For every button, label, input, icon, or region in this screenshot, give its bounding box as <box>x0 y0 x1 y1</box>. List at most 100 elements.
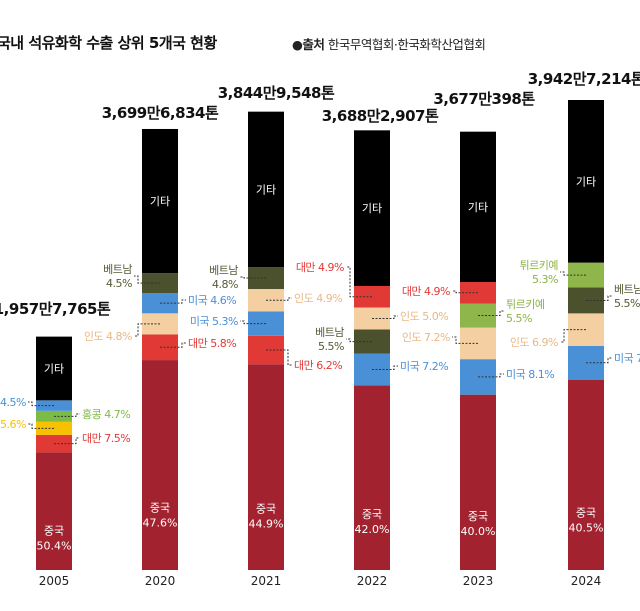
segment-label-2021-3: 인도 4.9% <box>294 292 342 305</box>
leader-line-2024-3 <box>586 295 612 301</box>
segment-pct-2022-2: 5.5% <box>318 340 344 353</box>
bar-segment-other-2021 <box>248 111 284 268</box>
x-tick-2021: 2021 <box>251 574 282 588</box>
leader-line-2023-1 <box>478 373 504 378</box>
segment-label-other-2024: 기타 <box>576 175 596 188</box>
segment-pct-2022-0: 42.0% <box>355 523 390 536</box>
leader-line-2022-4 <box>346 266 372 298</box>
segment-label-2005-2: 5.6% <box>0 418 26 431</box>
segment-label-2023-0: 중국 <box>468 510 488 523</box>
segment-label-2020-1: 대만 5.8% <box>188 337 236 350</box>
leader-line-2020-1 <box>160 342 186 348</box>
x-tick-2022: 2022 <box>357 574 388 588</box>
leader-line-2005-4 <box>28 401 54 407</box>
segment-label-2020-0: 중국 <box>150 502 170 515</box>
leader-line-2021-4 <box>240 276 266 279</box>
segment-pct-2023-3: 5.5% <box>506 312 532 325</box>
segment-label-2023-4: 대만 4.9% <box>402 285 450 298</box>
segment-label-2021-2: 미국 5.3% <box>190 315 238 328</box>
segment-label-2023-2: 인도 7.2% <box>402 331 450 344</box>
leader-line-2022-2 <box>346 338 372 343</box>
bar-segment-2020-0 <box>142 360 178 570</box>
total-label-2021: 3,844만9,548톤 <box>218 84 335 102</box>
bar-segment-2021-0 <box>248 364 284 570</box>
leader-line-2005-1 <box>54 437 80 445</box>
total-label-2024: 3,942만7,214톤 <box>528 70 640 88</box>
segment-label-2020-3: 미국 4.6% <box>188 294 236 307</box>
segment-label-2005-0: 중국 <box>44 525 64 538</box>
leader-line-2021-1 <box>266 349 292 366</box>
segment-label-2022-2: 베트남 <box>315 326 344 339</box>
bar-segment-2005-0 <box>36 452 72 570</box>
segment-pct-2021-0: 44.9% <box>249 518 284 531</box>
segment-label-2005-1: 대만 7.5% <box>82 432 130 445</box>
segment-label-2005-4: 국 4.5% <box>0 396 26 409</box>
segment-pct-2024-3: 5.5% <box>614 297 640 310</box>
bar-segment-other-2022 <box>354 130 390 286</box>
leader-line-2023-4 <box>452 290 478 294</box>
total-label-2022: 3,688만2,907톤 <box>322 107 439 125</box>
segment-label-2020-2: 인도 4.8% <box>84 330 132 343</box>
total-label-2023: 3,677만398톤 <box>433 90 535 108</box>
source-text: 한국무역협회·한국화학산업협회 <box>327 37 486 52</box>
segment-pct-2021-4: 4.8% <box>212 278 238 291</box>
leader-line-2005-2 <box>28 423 54 429</box>
leader-line-2023-3 <box>478 310 504 317</box>
segment-label-2024-0: 중국 <box>576 506 596 519</box>
segment-label-other-2021: 기타 <box>256 183 276 196</box>
leader-line-2023-2 <box>452 336 478 344</box>
segment-label-2005-3: 홍콩 4.7% <box>82 407 130 421</box>
x-tick-2020: 2020 <box>145 574 176 588</box>
segment-pct-2005-0: 50.4% <box>37 540 72 553</box>
bar-segment-other-2024 <box>568 100 604 263</box>
segment-label-2022-1: 미국 7.2% <box>400 360 448 373</box>
source-mark: ●출처 <box>292 37 325 52</box>
x-tick-2005: 2005 <box>39 574 70 588</box>
segment-pct-2023-0: 40.0% <box>461 525 496 538</box>
bar-segment-2024-0 <box>568 379 604 570</box>
segment-label-2021-4: 베트남 <box>209 264 238 277</box>
segment-label-other-2005: 기타 <box>44 362 64 375</box>
bar-segment-2022-0 <box>354 385 390 570</box>
leader-line-2005-3 <box>54 413 80 417</box>
segment-label-2022-3: 인도 5.0% <box>400 310 448 323</box>
segment-label-2022-0: 중국 <box>362 508 382 521</box>
leader-line-2024-4 <box>560 271 586 276</box>
bar-segment-2023-0 <box>460 394 496 570</box>
leader-line-2020-3 <box>160 299 186 304</box>
total-label-2020: 3,699만6,834톤 <box>102 104 219 122</box>
segment-pct-2020-0: 47.6% <box>143 517 178 530</box>
x-tick-2024: 2024 <box>571 574 602 588</box>
leader-line-2020-4 <box>134 275 160 284</box>
segment-pct-2024-0: 40.5% <box>569 521 604 534</box>
segment-pct-2020-4: 4.5% <box>106 277 132 290</box>
segment-label-2023-1: 미국 8.1% <box>506 368 554 381</box>
leader-line-2021-2 <box>240 320 266 325</box>
segment-label-other-2020: 기타 <box>150 195 170 208</box>
segment-pct-2024-4: 5.3% <box>532 273 558 286</box>
chart-title: 국내 석유화학 수출 상위 5개국 현황 <box>0 34 217 52</box>
leader-line-2022-1 <box>372 365 398 371</box>
total-label-2005: 1,957만7,765톤 <box>0 300 111 318</box>
leader-line-2021-3 <box>266 297 292 301</box>
source-note: ●출처 한국무역협회·한국화학산업협회 <box>292 34 486 53</box>
segment-label-2024-2: 인도 6.9% <box>510 336 558 349</box>
segment-label-2021-1: 대만 6.2% <box>294 359 342 372</box>
x-tick-2023: 2023 <box>463 574 494 588</box>
segment-label-2022-4: 대만 4.9% <box>296 261 344 274</box>
segment-label-other-2023: 기타 <box>468 201 488 214</box>
bar-segment-other-2020 <box>142 128 178 274</box>
segment-label-2023-3: 튀르키예 <box>506 298 544 311</box>
bar-segment-other-2005 <box>36 336 72 401</box>
segment-label-2020-4: 베트남 <box>103 263 132 276</box>
segment-label-2021-0: 중국 <box>256 503 276 516</box>
segment-label-2024-1: 미국 7% <box>614 352 640 365</box>
leader-line-2024-1 <box>586 357 612 364</box>
leader-line-2022-3 <box>372 315 398 320</box>
bar-segment-other-2023 <box>460 131 496 283</box>
segment-label-other-2022: 기타 <box>362 202 382 215</box>
leader-line-2024-2 <box>560 329 586 343</box>
segment-label-2024-4: 튀르키예 <box>520 259 558 272</box>
segment-label-2024-3: 베트남 <box>614 283 640 296</box>
